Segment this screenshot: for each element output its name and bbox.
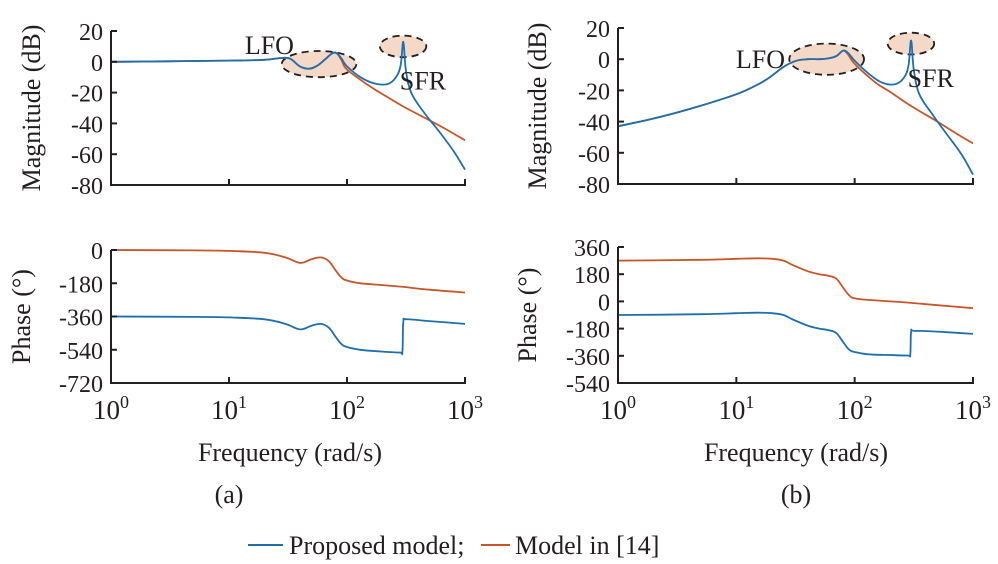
annotation-sfr-b: SFR [908,64,955,93]
magnitude-y-tick-label-b: -20 [578,79,610,105]
phase-y-tick-label-a: -720 [59,372,103,398]
magnitude-y-tick-label-a: 0 [91,51,103,77]
phase-line-model-14-a [110,249,466,294]
x-axis-title-a: Frequency (rad/s) [198,438,382,467]
magnitude-line-proposed-model-a [110,40,466,171]
phase-y-tick-label-b: 360 [574,236,610,262]
phase-y-tick-label-a: -360 [59,306,103,332]
magnitude-y-tick-label-b: -80 [578,173,610,199]
phase-y-tick-label-a: -180 [59,272,103,298]
magnitude-y-tick-label-a: -60 [71,143,103,169]
phase-axes-b [617,247,974,384]
caption-b: (b) [781,480,811,509]
phase-line-model-14-b [617,257,974,310]
phase-y-tick-label-a: 0 [91,239,103,265]
x-tick-label-b: 100 [600,392,636,425]
phase-y-tick-label-b: 180 [574,263,610,289]
magnitude-y-tick-label-a: -20 [71,82,103,108]
phase-line-proposed-model-a [110,315,466,356]
phase-line-proposed-model-b [617,311,974,358]
phase-y-axis-title-a: Phase (°) [7,269,36,364]
x-tick-label-a: 103 [447,392,483,425]
caption-a: (a) [215,480,244,509]
magnitude-y-axis-title-a: Magnitude (dB) [17,25,46,192]
annotation-lfo-b: LFO [736,45,785,74]
phase-y-tick-label-b: -540 [566,372,610,398]
x-tick-label-a: 101 [211,392,247,425]
magnitude-y-tick-label-b: -60 [578,142,610,168]
magnitude-y-tick-label-a: 20 [79,20,103,46]
annotation-sfr-a: SFR [400,66,447,95]
x-axis-title-b: Frequency (rad/s) [704,438,888,467]
phase-y-tick-label-a: -540 [59,339,103,365]
magnitude-y-tick-label-a: -40 [71,112,103,138]
magnitude-y-tick-label-b: -40 [578,111,610,137]
magnitude-y-tick-label-b: 0 [598,48,610,74]
phase-y-tick-label-b: 0 [598,290,610,316]
phase-y-tick-label-b: -180 [566,318,610,344]
magnitude-plot-a: 20 0 -20 -40 -60 -80 Magnitude (dB) LFO SFR [17,20,466,200]
magnitude-line-proposed-model-b [617,39,974,176]
phase-y-tick-label-b: -360 [566,345,610,371]
legend-label-model14: Model in [14] [515,531,659,560]
x-tick-label-a: 100 [93,392,129,425]
magnitude-plot-b: 20 0 -20 -40 -60 -80 Magnitude (dB) LFO SFR [523,17,974,199]
magnitude-axes-b [617,28,974,185]
panel-a: 20 0 -20 -40 -60 -80 Magnitude (dB) LFO SFR 0 -18… [7,20,483,509]
annotation-lfo-a: LFO [245,31,294,60]
phase-y-axis-title-b: Phase (°) [513,268,542,363]
magnitude-y-tick-label-b: 20 [586,17,610,43]
x-tick-label-b: 102 [837,392,873,425]
magnitude-y-tick-label-a: -80 [71,174,103,200]
x-tick-label-b: 101 [718,392,754,425]
magnitude-y-axis-title-b: Magnitude (dB) [523,23,552,190]
legend-label-proposed: Proposed model; [289,531,465,560]
magnitude-axes-a [110,31,466,186]
phase-plot-a: 0 -180 -360 -540 -720 Phase (°) 100 101 102 103 [7,239,483,425]
x-tick-label-b: 103 [955,392,991,425]
x-tick-label-a: 102 [329,392,365,425]
legend: Proposed model; Model in [14] [248,531,659,560]
